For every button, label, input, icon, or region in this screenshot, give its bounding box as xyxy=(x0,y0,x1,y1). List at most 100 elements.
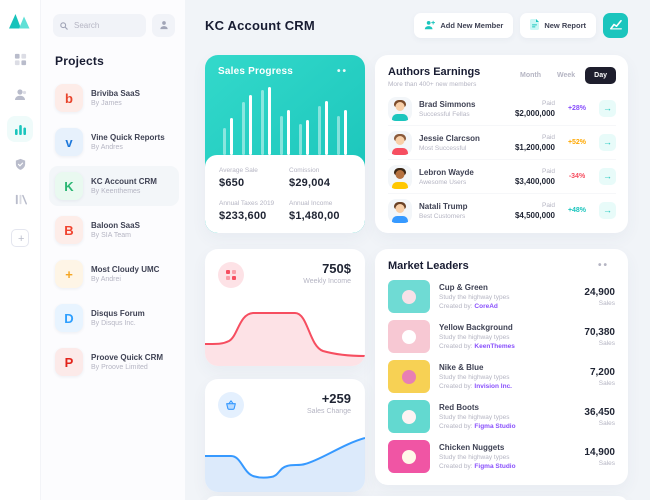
paid-amount: $4,500,000 xyxy=(514,210,555,220)
product-desc: Study the highway types xyxy=(439,374,510,381)
product-desc: Study the highway types xyxy=(439,454,510,461)
search-box[interactable] xyxy=(53,14,146,37)
market-row: Chicken Nuggets Study the highway types … xyxy=(388,440,615,473)
project-name: Baloon SaaS xyxy=(91,221,140,230)
market-leaders-menu-icon[interactable]: •• xyxy=(592,261,615,271)
paid-amount: $1,200,000 xyxy=(514,142,555,152)
arrow-right-icon: → xyxy=(603,103,612,113)
app-logo[interactable] xyxy=(8,12,32,30)
created-by-label: Created by: xyxy=(439,463,473,470)
nav-users-icon[interactable] xyxy=(7,81,33,107)
product-thumbnail xyxy=(388,400,430,433)
nav-security-icon[interactable] xyxy=(7,151,33,177)
icon-rail: + xyxy=(0,0,41,500)
sales-bar xyxy=(242,101,245,155)
product-thumbnail xyxy=(388,440,430,473)
sales-progress-title: Sales Progress xyxy=(218,66,294,77)
add-new-member-button[interactable]: Add New Member xyxy=(414,13,514,38)
sales-bar xyxy=(306,119,309,155)
search-input[interactable] xyxy=(72,20,139,31)
user-icon xyxy=(159,18,169,33)
creator-link[interactable]: CoreAd xyxy=(474,303,498,310)
change-badge: -34% xyxy=(568,173,586,180)
product-desc: Study the highway types xyxy=(439,294,510,301)
nav-analytics-icon[interactable] xyxy=(7,116,33,142)
add-project-button[interactable]: + xyxy=(11,229,29,247)
creator-link[interactable]: Invision Inc. xyxy=(474,383,512,390)
tab-week[interactable]: Week xyxy=(551,68,581,83)
project-logo-letter: b xyxy=(65,90,73,106)
project-logo: D xyxy=(55,304,83,332)
sales-count: 7,200 xyxy=(589,366,615,378)
project-logo: v xyxy=(55,128,83,156)
author-detail-button[interactable]: → xyxy=(599,134,616,151)
creator-link[interactable]: KeenThemes xyxy=(474,343,515,350)
author-name[interactable]: Natali Trump xyxy=(419,201,468,211)
created-by-label: Created by: xyxy=(439,383,473,390)
creator-link[interactable]: Figma Studio xyxy=(474,463,516,470)
tab-month[interactable]: Month xyxy=(514,68,547,83)
sales-progress-menu-icon[interactable]: •• xyxy=(331,66,354,76)
project-author: By Andres xyxy=(91,144,123,151)
product-name[interactable]: Chicken Nuggets xyxy=(439,443,505,452)
product-thumbnail xyxy=(388,360,430,393)
project-author: By Proove Limited xyxy=(91,364,148,371)
project-item-baloon[interactable]: B Baloon SaaS By SIA Team xyxy=(49,210,179,250)
author-row: Natali Trump Best Customers Paid $4,500,… xyxy=(388,193,616,227)
project-logo-letter: v xyxy=(65,134,73,150)
product-name[interactable]: Red Boots xyxy=(439,403,479,412)
new-report-button[interactable]: New Report xyxy=(520,13,596,38)
project-item-briviba[interactable]: b Briviba SaaS By James xyxy=(49,78,179,118)
author-name[interactable]: Lebron Wayde xyxy=(419,167,474,177)
project-item-kc-account-crm[interactable]: K KC Account CRM By Keenthemes xyxy=(49,166,179,206)
grid-squares-icon xyxy=(218,262,244,288)
chart-quick-button[interactable] xyxy=(603,13,628,38)
search-icon xyxy=(60,17,68,35)
author-detail-button[interactable]: → xyxy=(599,168,616,185)
product-created-by: Created by: Figma Studio xyxy=(439,463,556,470)
project-item-vine[interactable]: v Vine Quick Reports By Andres xyxy=(49,122,179,162)
market-row: Cup & Green Study the highway types Crea… xyxy=(388,280,615,313)
created-by-label: Created by: xyxy=(439,423,473,430)
product-name[interactable]: Cup & Green xyxy=(439,283,488,292)
project-author: By James xyxy=(91,100,122,107)
product-created-by: Created by: KeenThemes xyxy=(439,343,556,350)
product-created-by: Created by: Invision Inc. xyxy=(439,383,556,390)
tab-day[interactable]: Day xyxy=(585,67,616,84)
project-item-most-cloudy[interactable]: + Most Cloudy UMC By Andrei xyxy=(49,254,179,294)
chart-line-icon xyxy=(609,18,622,33)
nav-library-icon[interactable] xyxy=(7,186,33,212)
avatar xyxy=(388,130,412,155)
project-author: By Disqus Inc. xyxy=(91,320,136,327)
sales-change-card: +259 Sales Change xyxy=(205,379,365,492)
project-author: By Andrei xyxy=(91,276,121,283)
project-author: By Keenthemes xyxy=(91,188,141,195)
new-report-label: New Report xyxy=(544,21,586,30)
profile-button[interactable] xyxy=(152,14,175,37)
creator-link[interactable]: Figma Studio xyxy=(474,423,516,430)
paid-amount: $3,400,000 xyxy=(514,176,555,186)
project-logo: + xyxy=(55,260,83,288)
avatar xyxy=(388,96,412,121)
weekly-income-chart xyxy=(205,312,365,366)
author-name[interactable]: Jessie Clarcson xyxy=(419,133,480,143)
product-name[interactable]: Yellow Background xyxy=(439,323,513,332)
author-name[interactable]: Brad Simmons xyxy=(419,99,476,109)
project-logo: K xyxy=(55,172,83,200)
stat-label: Average Sale xyxy=(219,167,258,174)
product-name[interactable]: Nike & Blue xyxy=(439,363,484,372)
author-row: Lebron Wayde Awesome Users Paid $3,400,0… xyxy=(388,159,616,193)
project-item-proove[interactable]: P Proove Quick CRM By Proove Limited xyxy=(49,342,179,382)
sales-progress-stats: Average Sale $650 Comission $29,004 Annu… xyxy=(205,155,365,233)
next-section-card xyxy=(205,496,628,500)
paid-label: Paid xyxy=(541,201,555,209)
sales-label: Sales xyxy=(598,459,615,467)
nav-dashboard-icon[interactable] xyxy=(7,46,33,72)
sales-bar xyxy=(318,106,321,155)
project-item-disqus[interactable]: D Disqus Forum By Disqus Inc. xyxy=(49,298,179,338)
sales-label: Sales xyxy=(598,379,615,387)
author-detail-button[interactable]: → xyxy=(599,100,616,117)
author-detail-button[interactable]: → xyxy=(599,202,616,219)
file-icon xyxy=(530,19,540,32)
